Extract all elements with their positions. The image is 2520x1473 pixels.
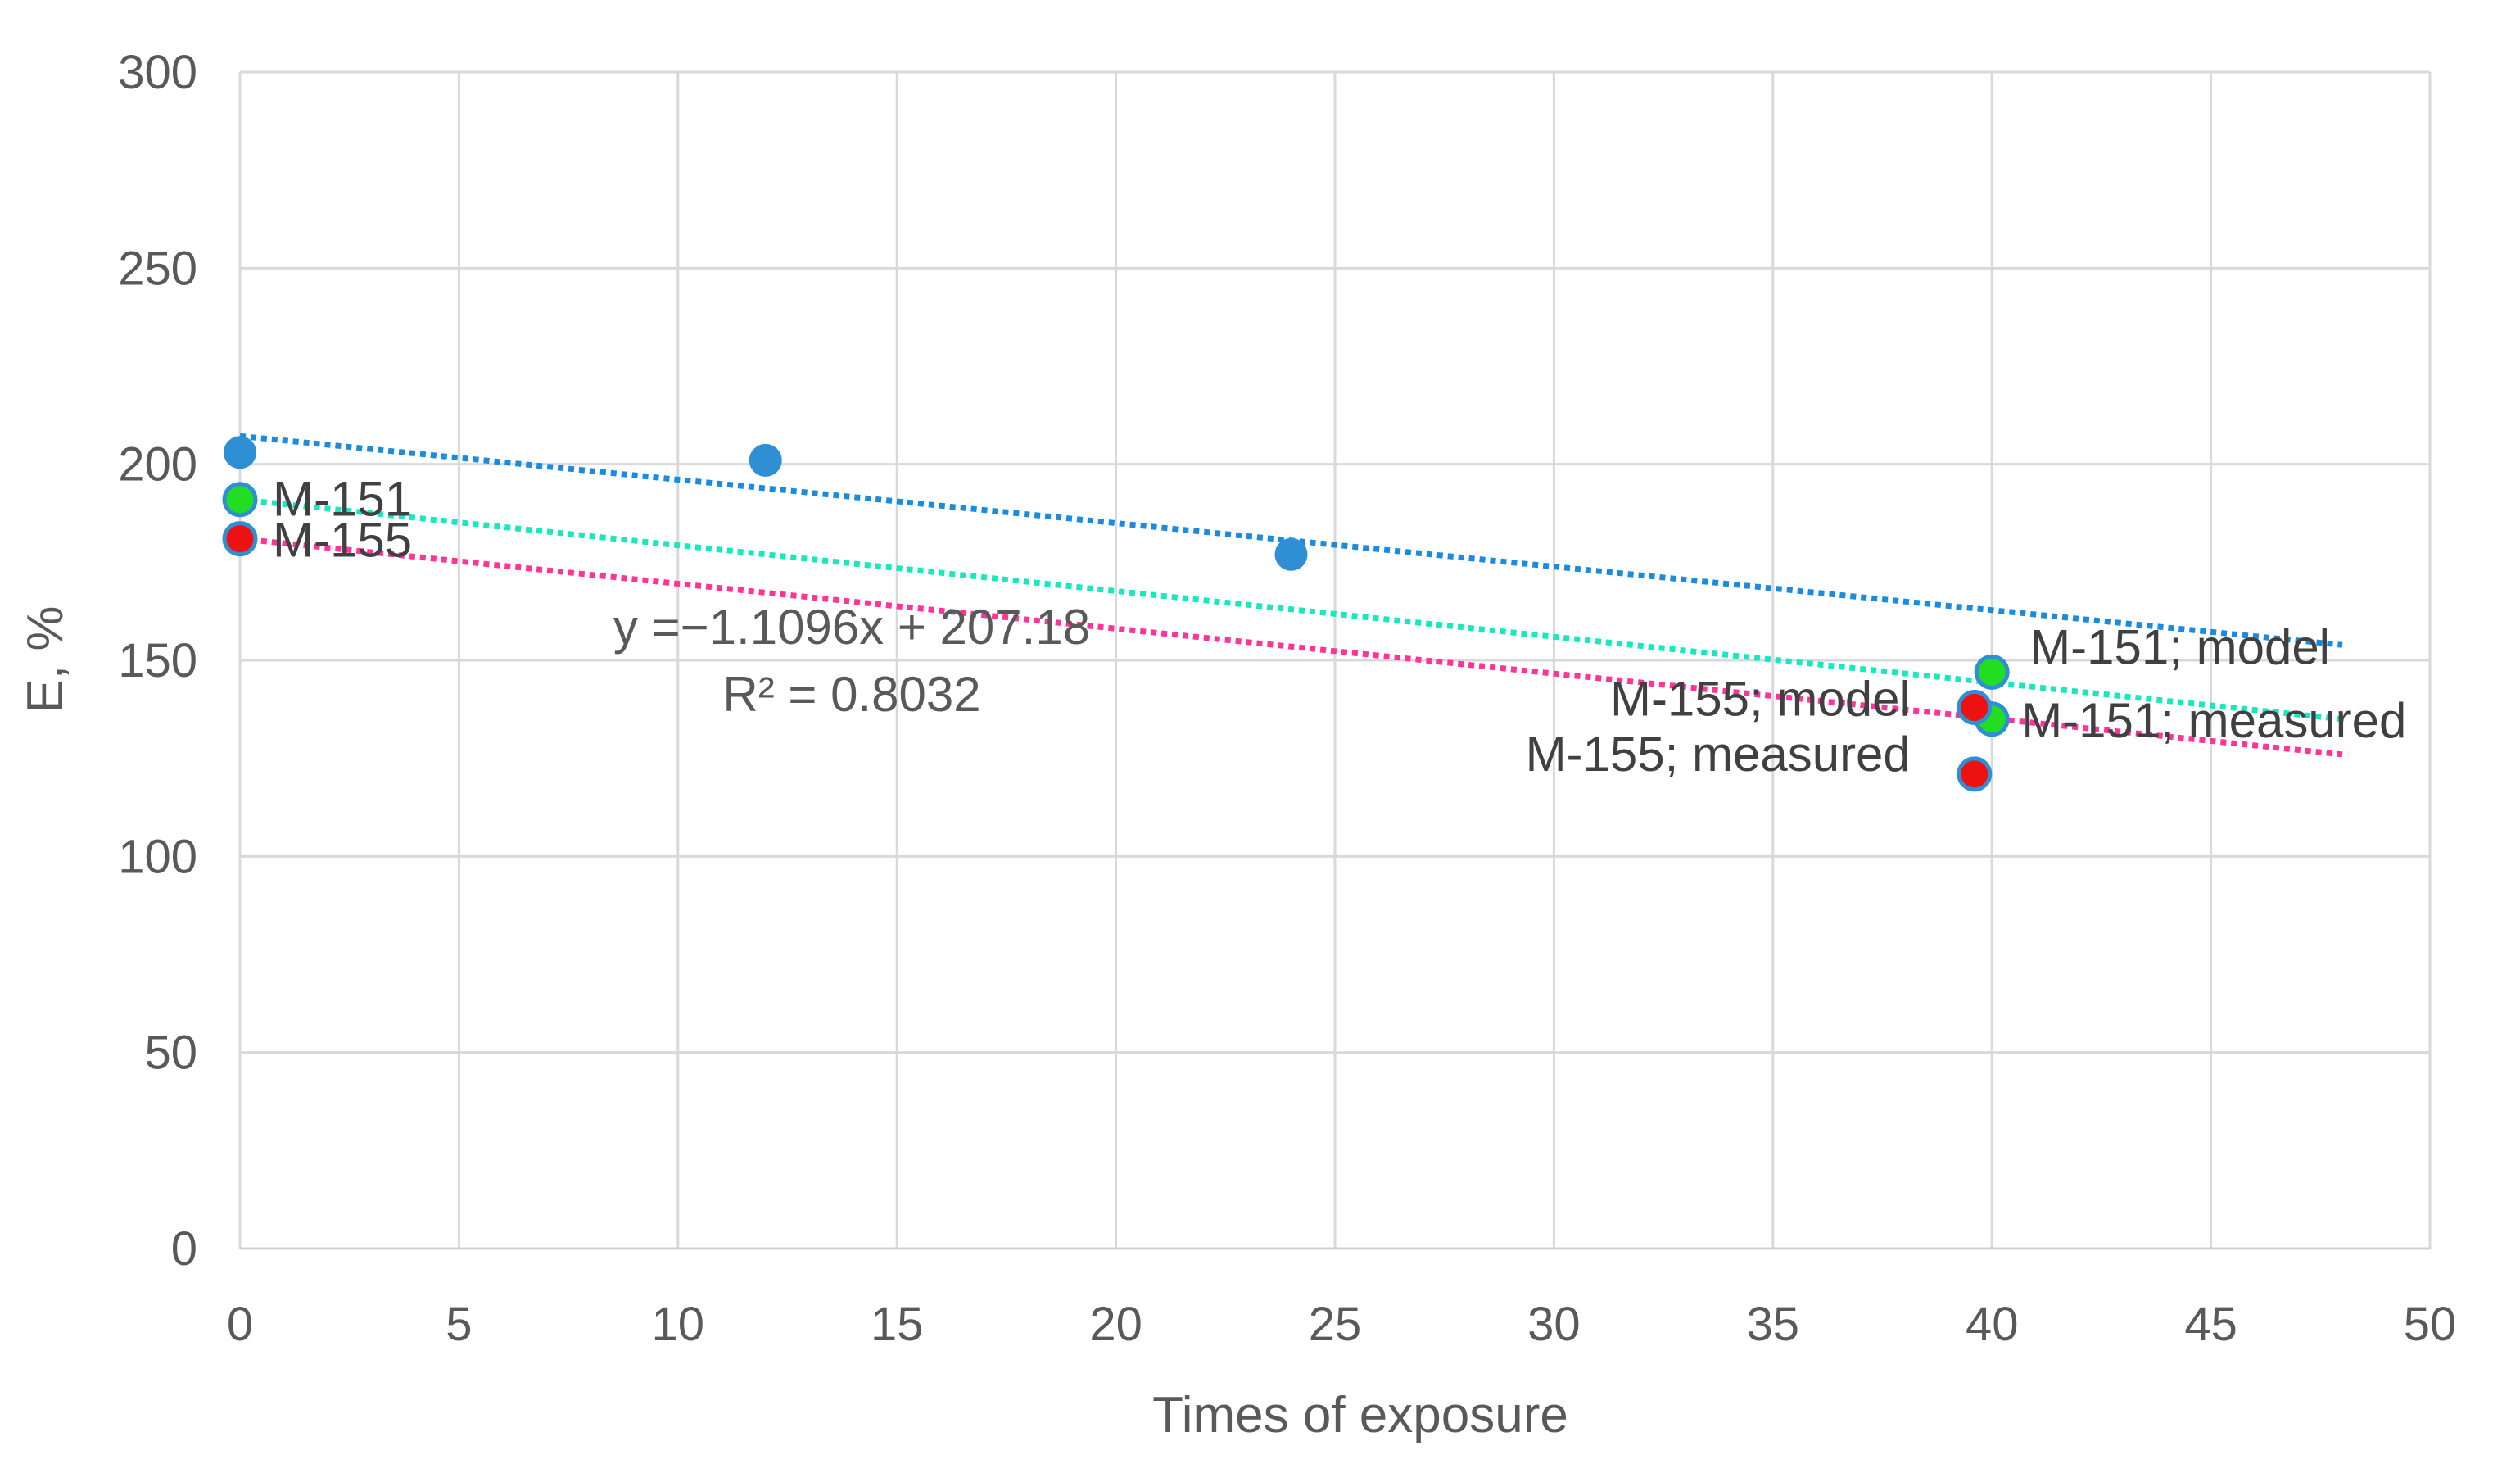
x-tick-label: 15 <box>871 1298 924 1351</box>
data-point-m-151 <box>1974 654 2010 690</box>
point-labels: M-151 M-151; model M-151; measured M-155 M-1… <box>273 472 2406 782</box>
data-point-reference <box>1274 537 1308 571</box>
x-tick-label: 5 <box>446 1298 472 1351</box>
x-tick-label: 35 <box>1747 1298 1800 1351</box>
point-label: M-151; measured <box>2021 693 2406 748</box>
r-squared-label: R² = 0.8032 <box>722 667 980 722</box>
x-tick-label: 10 <box>652 1298 705 1351</box>
y-tick-label: 0 <box>171 1222 197 1276</box>
x-tick-label: 20 <box>1089 1298 1142 1351</box>
y-tick-label: 300 <box>118 46 197 99</box>
y-axis-ticks: 0 50 100 150 200 250 300 <box>118 46 197 1276</box>
data-point-m-155 <box>1957 689 1993 725</box>
x-axis-title: Times of exposure <box>1152 1387 1568 1444</box>
point-label: M-151 <box>273 472 412 527</box>
point-label: M-155; model <box>1610 671 1911 726</box>
data-points <box>222 436 2010 792</box>
trendline-equation: y =−1.1096x + 207.18 <box>613 600 1090 655</box>
gridlines <box>238 70 2432 1250</box>
data-point-reference <box>749 443 782 477</box>
x-tick-label: 50 <box>2404 1298 2457 1351</box>
y-axis-title: E, % <box>17 606 74 714</box>
data-point-reference <box>224 436 256 469</box>
y-tick-label: 200 <box>118 438 197 492</box>
data-point-m-151 <box>222 482 258 518</box>
point-label: M-155 <box>273 513 412 568</box>
x-tick-label: 40 <box>1966 1298 2019 1351</box>
y-tick-label: 100 <box>118 830 197 883</box>
x-axis-ticks: 0 5 10 15 20 25 30 35 40 45 50 <box>227 1298 2456 1351</box>
point-label: M-155; measured <box>1526 727 1911 782</box>
x-tick-label: 0 <box>227 1298 253 1351</box>
y-tick-label: 250 <box>118 242 197 295</box>
x-tick-label: 30 <box>1527 1298 1581 1351</box>
y-tick-label: 50 <box>144 1027 197 1080</box>
x-tick-label: 45 <box>2184 1298 2237 1351</box>
data-point-m-155 <box>1957 756 1993 792</box>
data-point-m-155 <box>222 521 258 557</box>
point-label: M-151; model <box>2029 619 2330 674</box>
y-tick-label: 150 <box>118 634 197 687</box>
x-tick-label: 25 <box>1309 1298 1362 1351</box>
